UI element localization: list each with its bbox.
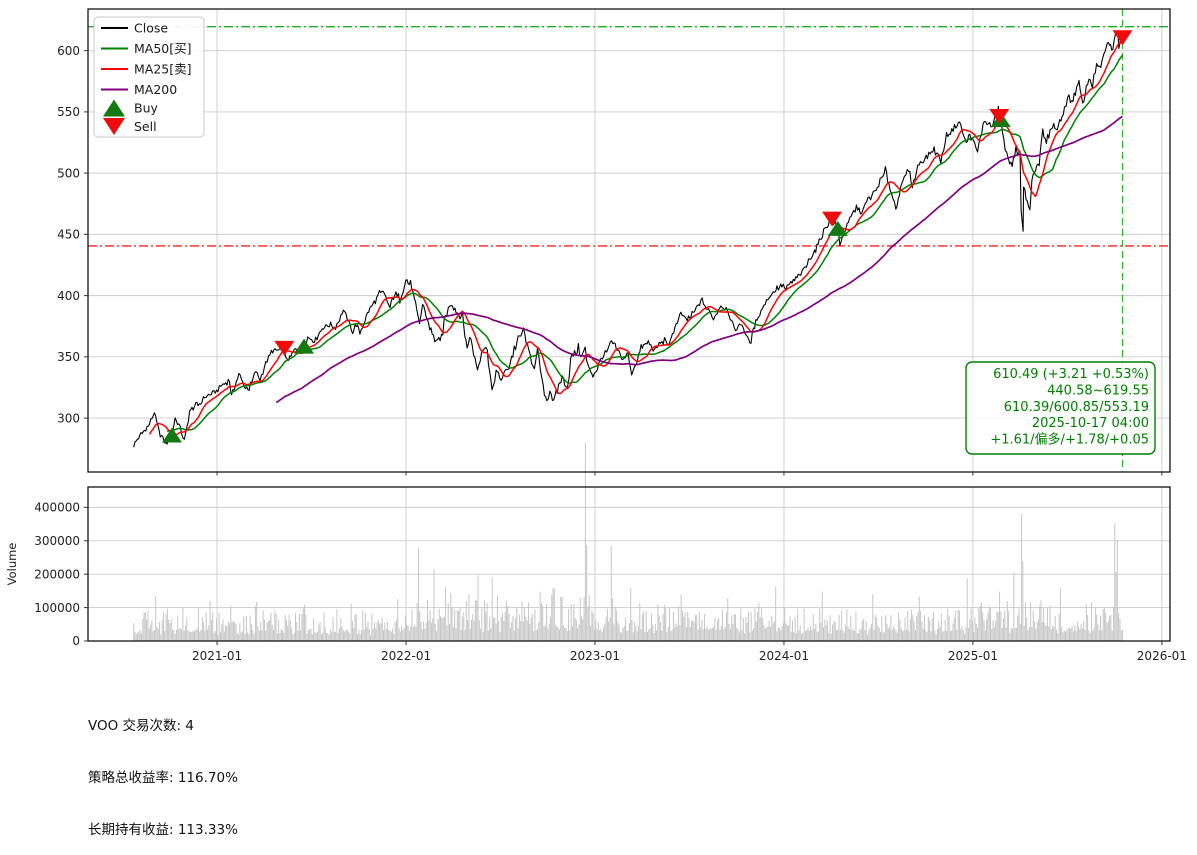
legend-label: Sell <box>134 119 157 134</box>
volume-tick-label: 300000 <box>34 534 80 548</box>
ma200-line <box>275 115 1124 404</box>
sell-marker <box>989 109 1010 125</box>
x-tick-label: 2024-01 <box>759 649 809 663</box>
y-tick-label: 550 <box>57 105 80 119</box>
volume-tick-label: 0 <box>72 634 80 648</box>
annotation-line: 610.49 (+3.21 +0.53%) <box>993 367 1149 382</box>
legend-label: Close <box>134 20 168 35</box>
x-tick-label: 2023-01 <box>570 649 620 663</box>
trade-count-line: VOO 交易次数: 4 <box>88 717 194 734</box>
y-tick-label: 600 <box>57 44 80 58</box>
annotation-line: +1.61/偏多/+1.78/+0.05 <box>990 432 1149 448</box>
stock-chart: 300 350 400 450 500 550 600 0 100000 200000 300000… <box>5 8 1187 663</box>
volume-axis-label: Volume <box>5 543 19 586</box>
trade-markers <box>162 30 1133 443</box>
legend-label: MA200 <box>134 82 177 97</box>
annotation-line: 2025-10-17 04:00 <box>1032 416 1149 431</box>
y-tick-label: 500 <box>57 166 80 180</box>
summary-block: VOO 交易次数: 4 策略总收益率: 116.70% 长期持有收益: 113.… <box>88 683 534 855</box>
x-tick-label: 2025-01 <box>948 649 998 663</box>
legend-label: Buy <box>134 100 158 115</box>
gridlines <box>88 9 1170 642</box>
buy-marker <box>294 338 315 354</box>
axis-ticks <box>84 50 1163 645</box>
legend-label: MA25[卖] <box>134 61 192 76</box>
volume-bars <box>133 442 1124 641</box>
strategy-return-line: 策略总收益率: 116.70% <box>88 770 238 787</box>
annotation-line: 440.58~619.55 <box>1047 383 1149 398</box>
legend-buy-marker <box>103 99 125 117</box>
buy-marker <box>827 220 848 236</box>
volume-tick-label: 200000 <box>34 567 80 581</box>
legend: Close MA50[买] MA25[卖] MA200 Buy Sell <box>93 16 205 138</box>
y-tick-label: 400 <box>57 289 80 303</box>
annotation-line: 610.39/600.85/553.19 <box>1004 400 1149 415</box>
legend-label: MA50[买] <box>134 41 192 56</box>
sell-marker <box>274 340 295 356</box>
x-tick-label: 2026-01 <box>1137 649 1187 663</box>
sell-marker <box>822 211 843 227</box>
legend-sell-marker <box>103 118 125 135</box>
ma25-line <box>148 40 1123 436</box>
volume-tick-label: 400000 <box>34 501 80 515</box>
y-tick-label: 300 <box>57 411 80 425</box>
x-tick-label: 2022-01 <box>381 649 431 663</box>
buy-marker <box>162 427 183 443</box>
sell-marker <box>1112 30 1133 46</box>
axes-spines <box>87 8 1171 642</box>
y-tick-label: 450 <box>57 228 80 242</box>
quote-annotation: 610.49 (+3.21 +0.53%)440.58~619.55 610.39… <box>965 361 1156 455</box>
x-tick-label: 2021-01 <box>192 649 242 663</box>
y-tick-label: 350 <box>57 350 80 364</box>
volume-tick-label: 100000 <box>34 601 80 615</box>
hold-return-line: 长期持有收益: 113.33% <box>88 822 238 839</box>
